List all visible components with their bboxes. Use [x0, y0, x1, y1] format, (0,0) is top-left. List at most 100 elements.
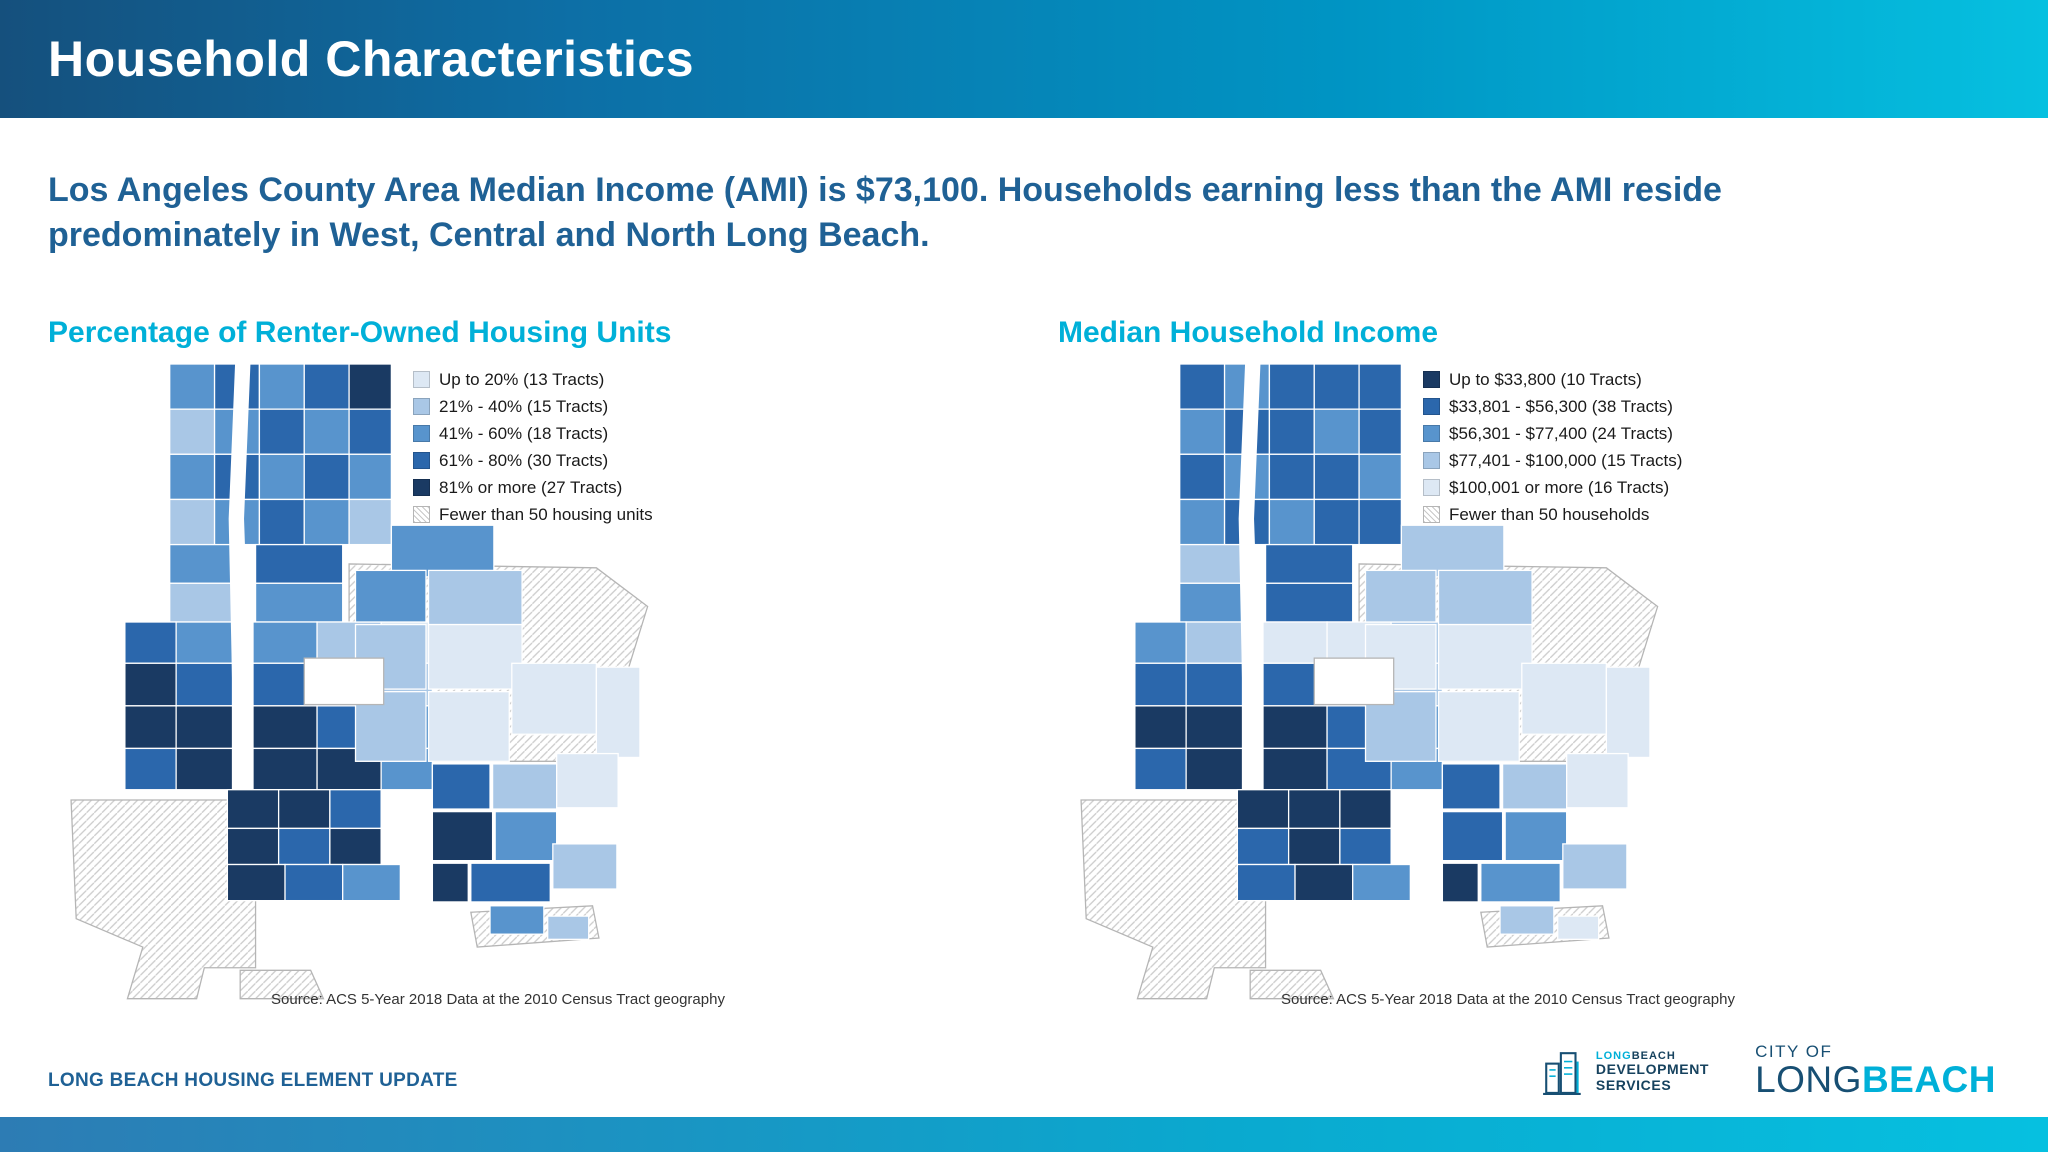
- census-tract: [552, 842, 618, 890]
- legend-label: 81% or more (27 Tracts): [439, 477, 623, 497]
- legend-swatch: [413, 398, 430, 416]
- legend-label: Fewer than 50 households: [1449, 504, 1650, 524]
- census-tract: [226, 827, 280, 865]
- census-tract: [1185, 747, 1244, 791]
- legend-renter: Up to 20% (13 Tracts) 21% - 40% (15 Tract…: [413, 370, 653, 525]
- census-tract: [1185, 621, 1244, 664]
- census-tract: [489, 904, 545, 935]
- census-tract: [258, 408, 305, 455]
- census-tract: [1358, 498, 1403, 545]
- census-tract: [1268, 498, 1315, 545]
- census-tract: [252, 704, 318, 749]
- legend-income: Up to $33,800 (10 Tracts) $33,801 - $56,3…: [1423, 370, 1682, 525]
- legend-label: Up to $33,800 (10 Tracts): [1449, 369, 1642, 389]
- census-tract: [1437, 569, 1533, 625]
- census-tract: [1313, 363, 1360, 410]
- page-title: Household Characteristics: [48, 31, 695, 87]
- census-tract: [1262, 747, 1328, 791]
- census-tract: [1294, 863, 1354, 902]
- census-tract: [354, 569, 427, 623]
- census-tract: [1313, 498, 1360, 545]
- development-services-logo: LONGBEACH DEVELOPMENT SERVICES: [1542, 1049, 1709, 1095]
- census-tract: [1441, 763, 1501, 810]
- legend-label: 21% - 40% (15 Tracts): [439, 396, 609, 416]
- city-of-label: CITY OF: [1755, 1042, 1833, 1062]
- census-tract: [1400, 524, 1505, 578]
- census-tract: [1557, 915, 1600, 940]
- census-tract: [175, 704, 234, 749]
- census-tract: [254, 543, 344, 584]
- census-tract: [390, 524, 495, 578]
- census-tract: [1236, 788, 1290, 829]
- census-tract: [1134, 704, 1187, 749]
- census-tract: [1441, 810, 1504, 862]
- census-tract: [169, 582, 234, 623]
- census-tract: [1185, 704, 1244, 749]
- legend-label: Fewer than 50 housing units: [439, 504, 653, 524]
- census-tract: [1185, 662, 1244, 707]
- legend-swatch: [413, 452, 430, 470]
- census-tract: [1179, 543, 1244, 584]
- footer-left-text: LONG BEACH HOUSING ELEMENT UPDATE: [48, 1070, 458, 1091]
- census-tract: [1179, 498, 1226, 545]
- census-tract: [1134, 662, 1187, 707]
- census-tract: [556, 752, 619, 809]
- legend-label: $100,001 or more (16 Tracts): [1449, 477, 1670, 497]
- census-tract: [1501, 763, 1568, 810]
- census-tract: [175, 621, 234, 664]
- census-tract: [1134, 621, 1187, 664]
- census-tract: [431, 763, 491, 810]
- panel-median-income: Median Household Income Up to $33,800 (1…: [1058, 316, 2000, 1054]
- census-tract: [1521, 662, 1608, 735]
- dev-logo-services: SERVICES: [1595, 1076, 1672, 1093]
- signal-hill-enclave: [1313, 657, 1395, 705]
- development-services-wordmark: LONGBEACH DEVELOPMENT SERVICES: [1596, 1050, 1709, 1094]
- legend-item: $33,801 - $56,300 (38 Tracts): [1423, 397, 1682, 417]
- census-tract: [169, 543, 234, 584]
- census-tract: [1268, 363, 1315, 410]
- legend-swatch: [1423, 398, 1440, 416]
- source-note-income: Source: ACS 5-Year 2018 Data at the 2010…: [1281, 990, 1735, 1008]
- census-tract: [258, 498, 305, 545]
- census-tract: [1179, 408, 1226, 455]
- river-channel: [228, 363, 251, 702]
- census-tract: [284, 863, 344, 902]
- census-tract: [1441, 862, 1479, 903]
- legend-swatch: [1423, 479, 1440, 497]
- census-tract: [1437, 690, 1520, 762]
- census-tract: [303, 408, 350, 455]
- legend-label: $33,801 - $56,300 (38 Tracts): [1449, 396, 1673, 416]
- census-tract: [494, 810, 558, 862]
- census-tract: [169, 498, 216, 545]
- census-tract: [303, 453, 350, 500]
- census-tract: [258, 453, 305, 500]
- census-tract: [1437, 623, 1533, 690]
- bottom-gradient-bar: [0, 1117, 2048, 1152]
- census-tract: [1566, 752, 1629, 809]
- legend-swatch-hatched: [1423, 506, 1440, 524]
- legend-item: $100,001 or more (16 Tracts): [1423, 478, 1682, 498]
- legend-label: $56,301 - $77,400 (24 Tracts): [1449, 423, 1673, 443]
- census-tract: [1264, 582, 1354, 623]
- legend-item: 61% - 80% (30 Tracts): [413, 451, 653, 471]
- census-tract: [470, 862, 551, 903]
- dev-logo-longbeach: LONGBEACH: [1595, 1049, 1676, 1062]
- census-tract: [303, 363, 350, 410]
- legend-swatch: [413, 425, 430, 443]
- legend-label: Up to 20% (13 Tracts): [439, 369, 605, 389]
- census-tract: [124, 621, 177, 664]
- legend-swatch-hatched: [413, 506, 430, 524]
- census-tract: [511, 662, 598, 735]
- census-tract: [1287, 788, 1341, 829]
- map-area-renter: Up to 20% (13 Tracts) 21% - 40% (15 Tract…: [48, 363, 1058, 1054]
- census-tract: [1358, 453, 1403, 500]
- choropleth-map-renter: [70, 363, 649, 1000]
- low-count-hatched-area: [239, 969, 325, 1000]
- census-tract: [1358, 408, 1403, 455]
- census-tract: [348, 498, 393, 545]
- legend-swatch: [413, 479, 430, 497]
- census-tract: [491, 763, 558, 810]
- census-tract: [1287, 827, 1341, 865]
- census-tract: [277, 827, 331, 865]
- census-tract: [1236, 827, 1290, 865]
